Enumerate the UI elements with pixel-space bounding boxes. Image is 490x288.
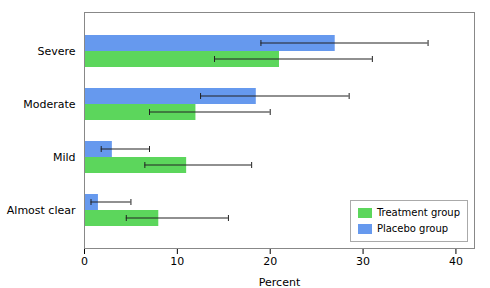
svg-text:40: 40: [449, 255, 463, 268]
svg-text:Almost clear: Almost clear: [7, 204, 76, 217]
svg-text:Percent: Percent: [259, 276, 301, 288]
svg-text:0: 0: [81, 255, 88, 268]
html-text:Placebo group: Placebo group: [376, 223, 449, 234]
html-text:Treatment group: Treatment group: [376, 207, 460, 218]
svg-text:Moderate: Moderate: [23, 98, 76, 111]
svg-text:10: 10: [170, 255, 184, 268]
svg-text:Mild: Mild: [53, 151, 76, 164]
svg-text:20: 20: [263, 255, 277, 268]
svg-text:30: 30: [356, 255, 370, 268]
svg-text:Severe: Severe: [37, 45, 75, 58]
